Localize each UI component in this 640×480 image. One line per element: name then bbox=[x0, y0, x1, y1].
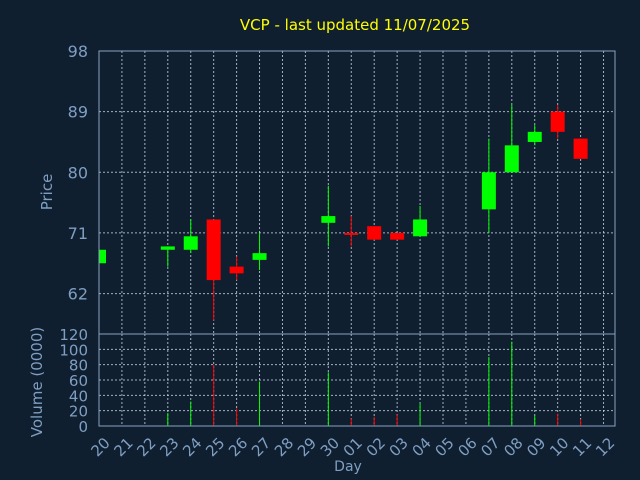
candle-body bbox=[160, 246, 175, 250]
candle-body bbox=[504, 145, 519, 173]
candle bbox=[390, 232, 405, 240]
volume-tick-label: 120 bbox=[59, 326, 88, 344]
candle bbox=[229, 256, 244, 281]
candle bbox=[183, 219, 198, 254]
x-axis-label: Day bbox=[334, 459, 362, 475]
x-tick-labels: 2021222324252627282930010203040506070809… bbox=[88, 434, 619, 460]
candle-body bbox=[321, 216, 336, 223]
candle-body bbox=[413, 219, 428, 237]
price-tick-label: 98 bbox=[68, 42, 88, 61]
candle-body bbox=[344, 232, 359, 235]
candle-body bbox=[367, 226, 382, 240]
volume-tick-label: 80 bbox=[69, 357, 88, 375]
volume-tick-label: 20 bbox=[69, 403, 88, 421]
price-tick-label: 62 bbox=[68, 285, 88, 304]
candle bbox=[573, 138, 588, 159]
volume-panel-frame bbox=[98, 333, 616, 427]
candle-body bbox=[183, 236, 198, 250]
price-tick-label: 71 bbox=[68, 224, 88, 243]
candle bbox=[504, 104, 519, 173]
candles bbox=[98, 104, 588, 321]
candle-body bbox=[573, 138, 588, 159]
candle bbox=[344, 216, 359, 247]
candle-body bbox=[229, 266, 244, 274]
candle bbox=[321, 185, 336, 247]
candle bbox=[367, 226, 382, 240]
volume-axis-label: Volume (0000) bbox=[28, 327, 46, 437]
candle-body bbox=[252, 253, 267, 260]
price-tick-label: 80 bbox=[68, 163, 88, 182]
candle bbox=[527, 125, 542, 146]
price-axis-label: Price bbox=[38, 174, 56, 211]
price-tick-labels: 62 71 80 89 98 bbox=[68, 42, 88, 304]
candle bbox=[252, 232, 267, 270]
volume-tick-label: 60 bbox=[69, 372, 88, 390]
candle-body bbox=[481, 172, 496, 210]
candle bbox=[160, 246, 175, 267]
candle-body bbox=[99, 249, 106, 264]
chart-title: VCP - last updated 11/07/2025 bbox=[240, 16, 470, 34]
candle bbox=[550, 104, 565, 139]
candle-body bbox=[206, 219, 221, 281]
volume-tick-label: 100 bbox=[59, 341, 88, 359]
volume-tick-label: 0 bbox=[78, 418, 88, 436]
volume-bars bbox=[167, 341, 582, 426]
candle-body bbox=[390, 232, 405, 240]
volume-tick-label: 40 bbox=[69, 387, 88, 405]
candle-body bbox=[550, 111, 565, 132]
candle-body bbox=[527, 131, 542, 142]
candle bbox=[413, 205, 428, 237]
candle bbox=[481, 138, 496, 233]
candle bbox=[206, 219, 221, 321]
price-tick-label: 89 bbox=[68, 103, 88, 122]
